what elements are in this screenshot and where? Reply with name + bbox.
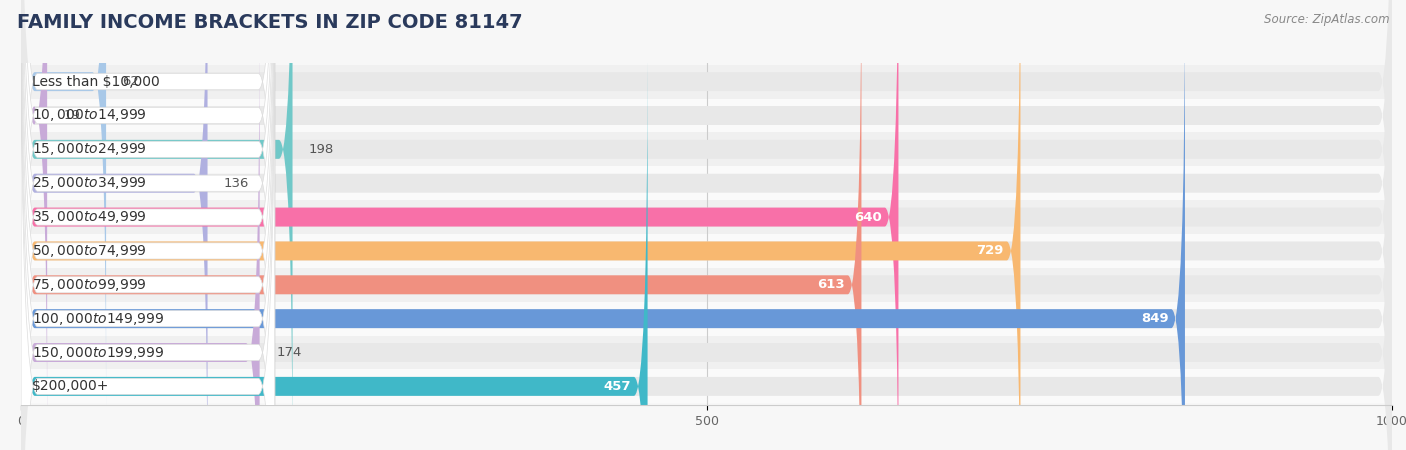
Bar xyxy=(21,65,1392,99)
FancyBboxPatch shape xyxy=(21,0,1392,450)
Text: 849: 849 xyxy=(1140,312,1168,325)
FancyBboxPatch shape xyxy=(21,0,898,450)
Text: FAMILY INCOME BRACKETS IN ZIP CODE 81147: FAMILY INCOME BRACKETS IN ZIP CODE 81147 xyxy=(17,14,523,32)
FancyBboxPatch shape xyxy=(21,0,292,450)
FancyBboxPatch shape xyxy=(21,0,1021,450)
FancyBboxPatch shape xyxy=(21,0,1392,411)
Bar xyxy=(21,166,1392,200)
Text: 613: 613 xyxy=(817,278,845,291)
Text: $75,000 to $99,999: $75,000 to $99,999 xyxy=(32,277,146,293)
FancyBboxPatch shape xyxy=(21,0,274,450)
Bar xyxy=(21,336,1392,369)
FancyBboxPatch shape xyxy=(21,0,208,450)
Bar xyxy=(21,369,1392,403)
Text: $25,000 to $34,999: $25,000 to $34,999 xyxy=(32,175,146,191)
Text: $35,000 to $49,999: $35,000 to $49,999 xyxy=(32,209,146,225)
FancyBboxPatch shape xyxy=(21,0,1392,450)
Text: $15,000 to $24,999: $15,000 to $24,999 xyxy=(32,141,146,158)
FancyBboxPatch shape xyxy=(21,0,274,450)
Text: $50,000 to $74,999: $50,000 to $74,999 xyxy=(32,243,146,259)
FancyBboxPatch shape xyxy=(21,0,274,450)
Bar xyxy=(21,200,1392,234)
Text: 640: 640 xyxy=(855,211,882,224)
Bar xyxy=(21,234,1392,268)
FancyBboxPatch shape xyxy=(21,0,274,450)
Text: 136: 136 xyxy=(224,177,249,190)
FancyBboxPatch shape xyxy=(21,0,862,450)
FancyBboxPatch shape xyxy=(21,0,274,450)
Text: 19: 19 xyxy=(63,109,80,122)
FancyBboxPatch shape xyxy=(21,0,1392,445)
FancyBboxPatch shape xyxy=(21,0,1392,450)
Text: 174: 174 xyxy=(276,346,301,359)
FancyBboxPatch shape xyxy=(21,0,105,411)
Text: Source: ZipAtlas.com: Source: ZipAtlas.com xyxy=(1264,14,1389,27)
FancyBboxPatch shape xyxy=(21,23,1392,450)
FancyBboxPatch shape xyxy=(21,0,274,450)
FancyBboxPatch shape xyxy=(21,57,648,450)
FancyBboxPatch shape xyxy=(21,0,1392,450)
FancyBboxPatch shape xyxy=(21,0,1392,450)
FancyBboxPatch shape xyxy=(21,0,1392,450)
FancyBboxPatch shape xyxy=(21,0,274,450)
FancyBboxPatch shape xyxy=(21,57,1392,450)
FancyBboxPatch shape xyxy=(21,23,260,450)
Text: 457: 457 xyxy=(603,380,631,393)
FancyBboxPatch shape xyxy=(21,0,48,445)
Text: $200,000+: $200,000+ xyxy=(32,379,110,393)
FancyBboxPatch shape xyxy=(21,0,274,450)
Bar xyxy=(21,132,1392,166)
FancyBboxPatch shape xyxy=(21,0,274,450)
Text: Less than $10,000: Less than $10,000 xyxy=(32,75,160,89)
Text: 729: 729 xyxy=(977,244,1004,257)
Text: 198: 198 xyxy=(309,143,335,156)
Bar xyxy=(21,268,1392,302)
Text: $150,000 to $199,999: $150,000 to $199,999 xyxy=(32,345,165,360)
Text: $10,000 to $14,999: $10,000 to $14,999 xyxy=(32,108,146,123)
Text: 62: 62 xyxy=(122,75,139,88)
Bar xyxy=(21,99,1392,132)
FancyBboxPatch shape xyxy=(21,0,1185,450)
FancyBboxPatch shape xyxy=(21,0,274,450)
Text: $100,000 to $149,999: $100,000 to $149,999 xyxy=(32,310,165,327)
Bar xyxy=(21,302,1392,336)
